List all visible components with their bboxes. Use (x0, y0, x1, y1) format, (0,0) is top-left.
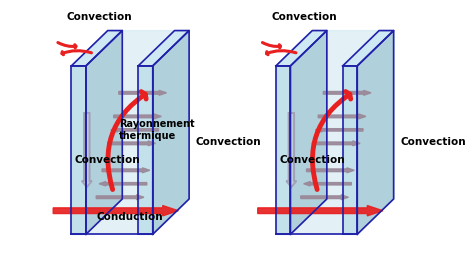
Polygon shape (300, 195, 348, 200)
Text: Conduction: Conduction (97, 212, 163, 222)
Polygon shape (102, 168, 149, 173)
Polygon shape (110, 128, 158, 132)
Polygon shape (71, 66, 86, 234)
Text: Convection: Convection (196, 137, 261, 147)
Text: Convection: Convection (400, 137, 465, 147)
Polygon shape (257, 206, 382, 216)
Polygon shape (71, 31, 122, 66)
Polygon shape (306, 168, 354, 173)
Polygon shape (312, 141, 359, 146)
Polygon shape (315, 128, 362, 132)
Polygon shape (323, 90, 370, 95)
Polygon shape (342, 31, 393, 66)
Polygon shape (82, 113, 92, 187)
Text: Convection: Convection (75, 155, 140, 165)
Text: Convection: Convection (271, 13, 336, 22)
Polygon shape (138, 66, 152, 234)
Polygon shape (357, 31, 393, 234)
Text: Convection: Convection (278, 155, 344, 165)
Polygon shape (86, 31, 122, 234)
Text: Rayonnement
thermique: Rayonnement thermique (119, 119, 194, 141)
Polygon shape (303, 182, 351, 186)
Polygon shape (96, 195, 144, 200)
Polygon shape (275, 31, 393, 234)
Polygon shape (342, 66, 357, 234)
Polygon shape (317, 114, 365, 119)
Polygon shape (99, 182, 147, 186)
Polygon shape (113, 114, 161, 119)
Polygon shape (275, 66, 290, 234)
Polygon shape (152, 31, 188, 234)
Polygon shape (286, 113, 296, 187)
Polygon shape (71, 31, 188, 234)
Polygon shape (53, 206, 178, 216)
Polygon shape (275, 31, 326, 66)
Polygon shape (138, 31, 188, 66)
Polygon shape (119, 90, 166, 95)
Text: Convection: Convection (67, 13, 132, 22)
Polygon shape (108, 141, 155, 146)
Polygon shape (290, 31, 326, 234)
